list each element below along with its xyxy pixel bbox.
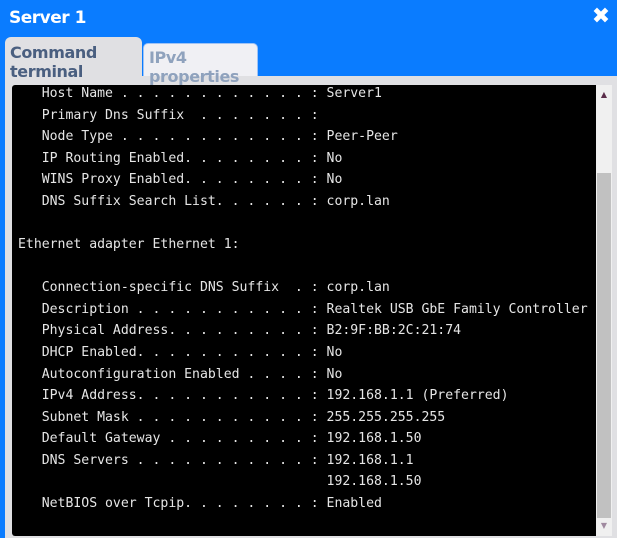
terminal-line: ​ xyxy=(18,256,588,278)
terminal-line: DNS Suffix Search List. . . . . . : corp… xyxy=(18,193,390,209)
tab-ipv4-properties[interactable]: IPv4 properties xyxy=(143,43,258,86)
terminal-output: Host Name . . . . . . . . . . . . : Serv… xyxy=(18,85,588,515)
terminal-line: DHCP Enabled. . . . . . . . . . . : No xyxy=(18,344,343,360)
terminal-line: NetBIOS over Tcpip. . . . . . . . : Enab… xyxy=(18,495,382,511)
terminal-line: Ethernet adapter Ethernet 1: xyxy=(18,237,240,253)
terminal-line: Autoconfiguration Enabled . . . . : No xyxy=(18,366,343,382)
scroll-down-arrow-icon[interactable]: ▼ xyxy=(600,521,608,530)
window-title: Server 1 xyxy=(9,8,86,28)
command-terminal[interactable]: Host Name . . . . . . . . . . . . : Serv… xyxy=(12,85,596,536)
terminal-line: Primary Dns Suffix . . . . . . . : xyxy=(18,107,327,123)
terminal-line: Node Type . . . . . . . . . . . . : Peer… xyxy=(18,129,398,145)
scrollbar[interactable]: ▲ ▼ xyxy=(596,85,612,536)
close-icon[interactable]: ✖ xyxy=(591,4,611,29)
terminal-line: DNS Servers . . . . . . . . . . . : 192.… xyxy=(18,452,414,468)
terminal-line: 192.168.1.50 xyxy=(18,474,422,490)
terminal-line: Description . . . . . . . . . . . : Real… xyxy=(18,301,588,317)
terminal-line: Subnet Mask . . . . . . . . . . . : 255.… xyxy=(18,409,446,425)
terminal-line: Host Name . . . . . . . . . . . . : Serv… xyxy=(18,86,382,101)
terminal-line: IPv4 Address. . . . . . . . . . . : 192.… xyxy=(18,388,509,404)
terminal-line: Default Gateway . . . . . . . . . : 192.… xyxy=(18,431,422,447)
terminal-line: Physical Address. . . . . . . . . : B2:9… xyxy=(18,323,462,339)
terminal-line: Connection-specific DNS Suffix . : corp.… xyxy=(18,280,390,296)
tab-command-terminal[interactable]: Command terminal xyxy=(5,37,142,81)
terminal-line: ​ xyxy=(18,212,588,234)
scrollbar-thumb[interactable] xyxy=(597,173,611,518)
terminal-line: IP Routing Enabled. . . . . . . . : No xyxy=(18,150,343,166)
terminal-line: WINS Proxy Enabled. . . . . . . . : No xyxy=(18,172,343,188)
scroll-up-arrow-icon[interactable]: ▲ xyxy=(600,90,608,99)
